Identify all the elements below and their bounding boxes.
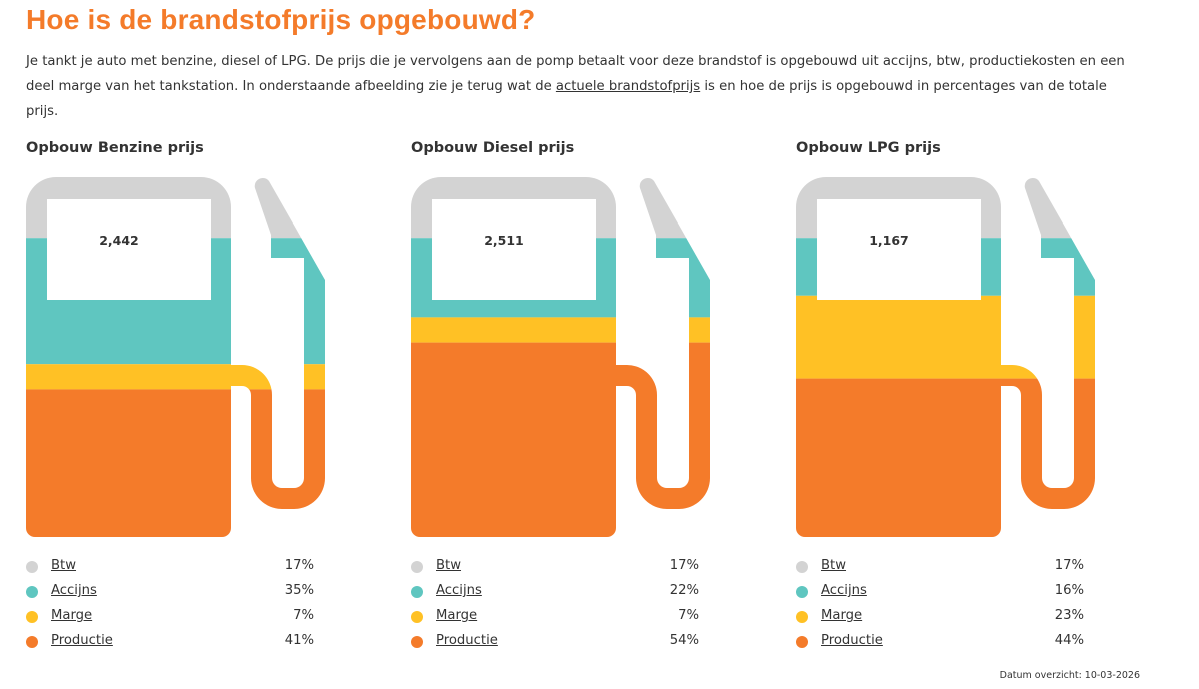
legend-percentage: 35% (284, 583, 314, 598)
date-label: Datum overzicht: (999, 670, 1082, 681)
legend-percentage: 22% (669, 583, 699, 598)
legend-dot (26, 586, 38, 598)
pump-chart-benzine: 2,442 (26, 177, 325, 537)
legend-label[interactable]: Btw (436, 558, 462, 573)
legend-item-productie: Productie 54% (411, 633, 701, 658)
legend-dot (796, 611, 808, 623)
panel-diesel: Opbouw Diesel prijs 2,511 Btw 17% Accijns 22%… (411, 140, 741, 660)
price-value: 1,167 (869, 233, 909, 248)
segment-marge (411, 317, 710, 343)
price-window (817, 199, 981, 300)
legend-percentage: 17% (284, 558, 314, 573)
legend-label[interactable]: Productie (51, 633, 113, 648)
panel-benzine: Opbouw Benzine prijs 2,442 Btw 17% Accijns 35… (26, 140, 356, 660)
legend-item-btw: Btw 17% (796, 558, 1086, 583)
actuele-brandstofprijs-link[interactable]: actuele brandstofprijs (555, 79, 701, 94)
legend-item-productie: Productie 41% (26, 633, 316, 658)
segment-productie (26, 389, 325, 537)
legend-percentage: 7% (678, 608, 699, 623)
legend-dot (411, 561, 423, 573)
legend-dot (26, 561, 38, 573)
segment-productie (411, 342, 710, 537)
panel-lpg: Opbouw LPG prijs 1,167 Btw 17% Accijns 16% Mar… (796, 140, 1126, 660)
legend-item-accijns: Accijns 16% (796, 583, 1086, 608)
pump-chart-lpg: 1,167 (796, 177, 1095, 537)
legend: Btw 17% Accijns 22% Marge 7% Productie 54% (411, 558, 701, 658)
legend-label[interactable]: Accijns (436, 583, 482, 598)
segment-productie (796, 378, 1095, 537)
legend-label[interactable]: Marge (51, 608, 93, 623)
date-overview: Datum overzicht: 10-03-2026 (1000, 670, 1140, 681)
legend-percentage: 23% (1054, 608, 1084, 623)
legend-dot (411, 586, 423, 598)
legend-percentage: 16% (1054, 583, 1084, 598)
pump-chart-diesel: 2,511 (411, 177, 710, 537)
legend-label[interactable]: Btw (821, 558, 847, 573)
date-value: 10-03-2026 (1084, 670, 1140, 681)
intro-paragraph: Je tankt je auto met benzine, diesel of … (26, 49, 1126, 124)
legend: Btw 17% Accijns 35% Marge 7% Productie 41% (26, 558, 316, 658)
legend-item-accijns: Accijns 22% (411, 583, 701, 608)
legend-dot (796, 586, 808, 598)
price-window (432, 199, 596, 300)
legend-dot (26, 636, 38, 648)
legend-item-marge: Marge 23% (796, 608, 1086, 633)
segment-marge (26, 364, 325, 390)
legend-item-accijns: Accijns 35% (26, 583, 316, 608)
legend-percentage: 41% (284, 633, 314, 648)
intro-text-before: Je tankt je auto met benzine, diesel of … (26, 54, 1125, 94)
legend: Btw 17% Accijns 16% Marge 23% Productie 44% (796, 558, 1086, 658)
legend-label[interactable]: Marge (436, 608, 478, 623)
legend-percentage: 54% (669, 633, 699, 648)
legend-percentage: 17% (1054, 558, 1084, 573)
legend-percentage: 44% (1054, 633, 1084, 648)
price-value: 2,442 (99, 233, 139, 248)
legend-item-marge: Marge 7% (26, 608, 316, 633)
legend-label[interactable]: Accijns (821, 583, 867, 598)
legend-label[interactable]: Btw (51, 558, 77, 573)
legend-label[interactable]: Marge (821, 608, 863, 623)
chart-title: Opbouw Benzine prijs (26, 140, 204, 156)
legend-item-productie: Productie 44% (796, 633, 1086, 658)
page-title: Hoe is de brandstofprijs opgebouwd? (26, 4, 536, 35)
legend-item-btw: Btw 17% (26, 558, 316, 583)
legend-label[interactable]: Accijns (51, 583, 97, 598)
chart-title: Opbouw Diesel prijs (411, 140, 575, 156)
intro-text-after: is en hoe de prijs is opgebouwd in perce… (26, 79, 1107, 119)
legend-label[interactable]: Productie (821, 633, 883, 648)
price-window (47, 199, 211, 300)
legend-item-btw: Btw 17% (411, 558, 701, 583)
chart-title: Opbouw LPG prijs (796, 140, 941, 156)
legend-label[interactable]: Productie (436, 633, 498, 648)
legend-percentage: 17% (669, 558, 699, 573)
price-value: 2,511 (484, 233, 524, 248)
legend-dot (411, 611, 423, 623)
segment-marge (796, 295, 1095, 379)
legend-dot (796, 636, 808, 648)
legend-dot (26, 611, 38, 623)
legend-dot (411, 636, 423, 648)
legend-dot (796, 561, 808, 573)
legend-percentage: 7% (293, 608, 314, 623)
legend-item-marge: Marge 7% (411, 608, 701, 633)
